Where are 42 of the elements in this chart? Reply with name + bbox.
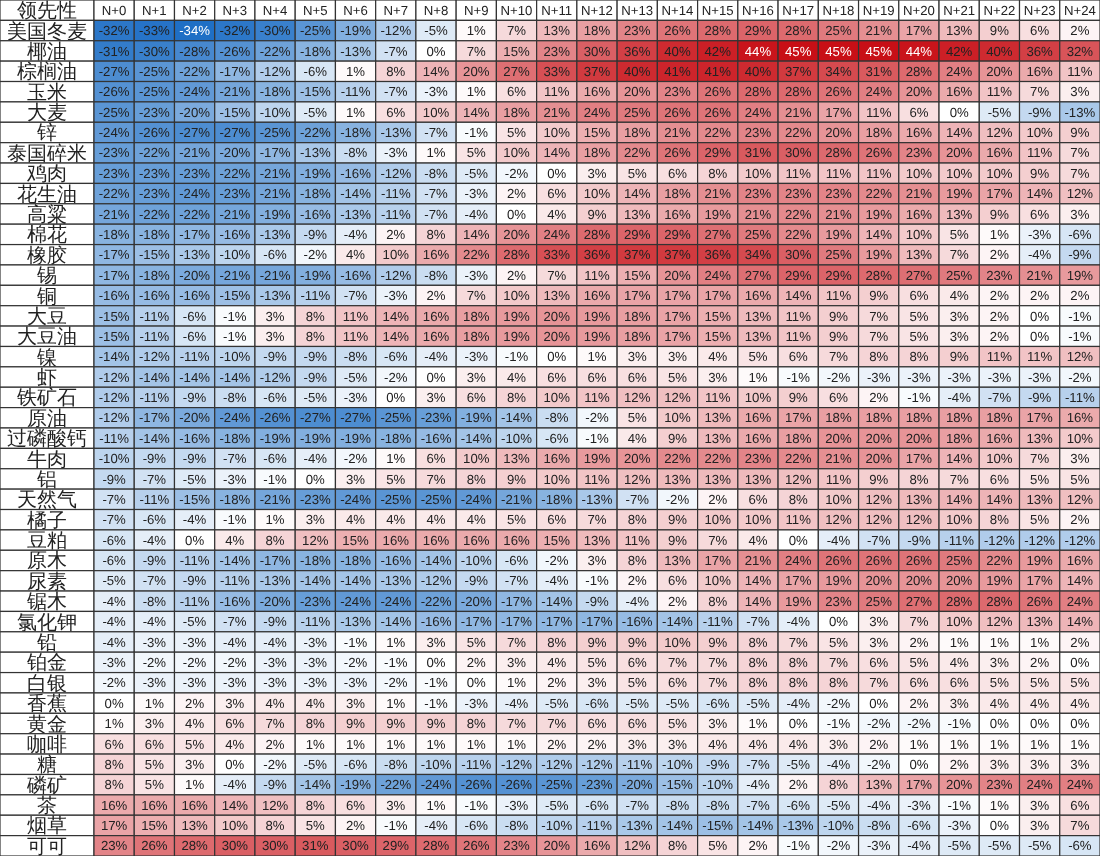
y-tick-label: 鸡肉	[25, 164, 67, 187]
y-tick-label: 花生油	[17, 182, 77, 207]
y-tick-label: 大豆	[27, 304, 67, 329]
y-tick-label: 白银	[27, 671, 67, 696]
y-tick-label: 大豆油	[17, 325, 77, 350]
y-tick-label: 糖	[37, 753, 57, 778]
y-tick-label: 铜	[35, 286, 57, 309]
y-tick-label: 烟草	[27, 814, 67, 839]
y-tick-label: 铂金	[25, 651, 67, 676]
y-tick-label: 铅	[35, 633, 57, 655]
y-tick-label: 豆粕	[27, 531, 67, 554]
y-tick-label: 泰国碎米	[7, 141, 87, 166]
y-tick-label: 玉米	[27, 80, 67, 105]
y-tick-label: 虾	[37, 366, 57, 391]
y-tick-label: 棕榈油	[17, 60, 77, 85]
y-tick-label: 橘子	[27, 508, 67, 533]
y-tick-label: 原油	[27, 406, 67, 431]
y-tick-label: 镍	[35, 345, 57, 370]
y-tick-label: 美国冬麦	[7, 19, 87, 44]
y-tick-label: 牛肉	[27, 447, 67, 472]
y-tick-label: 氯化钾	[17, 610, 77, 635]
y-tick-label: 椰油	[27, 39, 67, 64]
y-tick-label: 高粱	[27, 203, 67, 227]
y-tick-label: 锌	[35, 121, 57, 146]
y-tick-label: 黄金	[27, 712, 67, 737]
y-tick-label: 可可	[27, 836, 67, 856]
y-tick-label: 过磷酸钙	[7, 427, 87, 452]
y-tick-label: 锡	[35, 266, 57, 289]
y-tick-label: 原木	[27, 549, 67, 574]
y-tick-label: 橡胶	[27, 243, 67, 268]
y-tick-label: 咖啡	[27, 732, 67, 757]
y-tick-label: 尿素	[27, 569, 67, 594]
y-axis-title: 领先性	[17, 0, 77, 24]
y-tick-label: 锯木	[25, 590, 67, 615]
y-tick-label: 天然气	[17, 488, 77, 513]
y-tick-label: 香蕉	[27, 692, 67, 717]
y-tick-label: 铝	[35, 469, 57, 492]
y-tick-label: 磷矿	[25, 773, 67, 798]
y-tick-label: 铁矿石	[15, 386, 77, 411]
y-tick-label: 棉花	[27, 223, 67, 248]
y-tick-label: 大麦	[27, 101, 67, 126]
y-tick-label: 茶	[37, 794, 57, 819]
